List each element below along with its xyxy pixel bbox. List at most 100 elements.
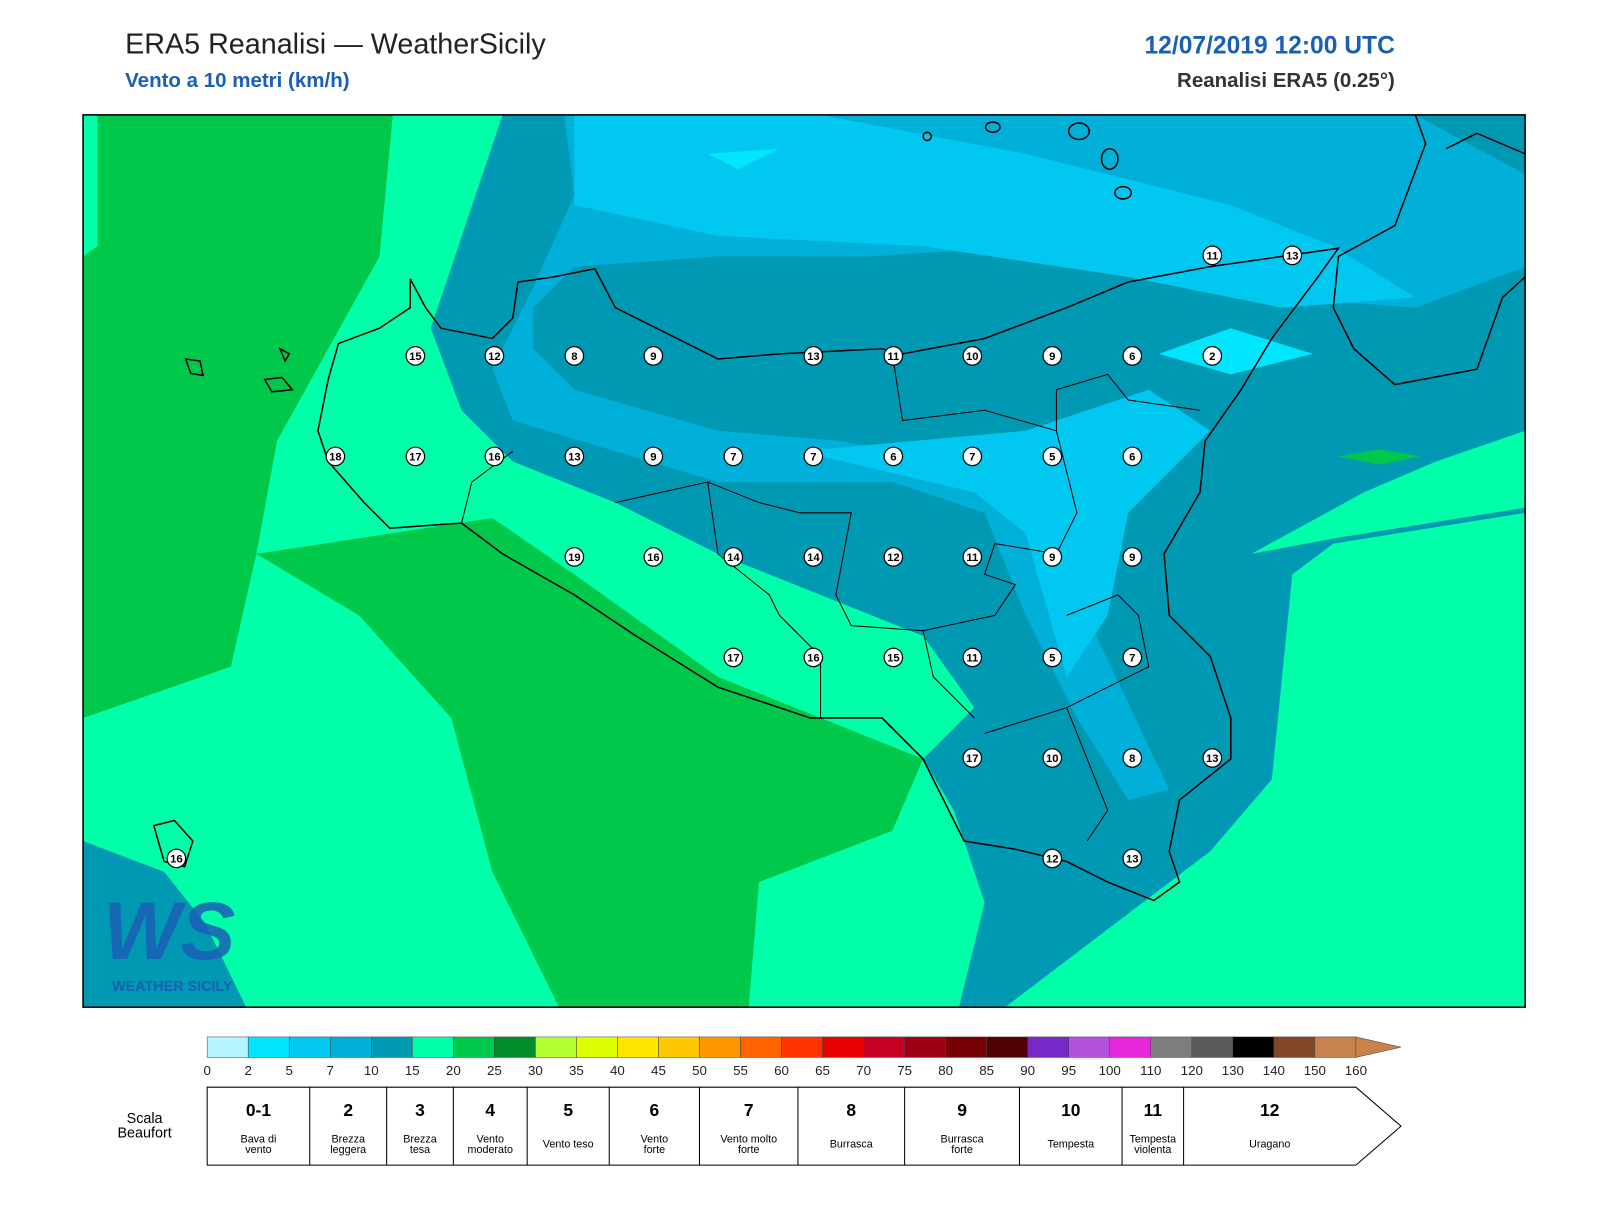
colorbar-tick-label: 160: [1345, 1063, 1367, 1078]
colorbar-tick-label: 60: [774, 1063, 789, 1078]
beaufort-description: Vento: [641, 1134, 669, 1146]
station-value: 13: [1126, 854, 1139, 866]
beaufort-description: Vento: [477, 1134, 505, 1146]
colorbar-tick-label: 40: [610, 1063, 625, 1078]
station-marker: [883, 547, 904, 567]
station-marker: [803, 346, 824, 366]
colorbar-tick-label: 150: [1304, 1063, 1326, 1078]
beaufort-description: Burrasca: [941, 1134, 984, 1146]
station-marker: [564, 547, 585, 567]
station-value: 11: [966, 552, 978, 564]
colorbar-tick-label: 120: [1181, 1063, 1203, 1078]
map-frame: [82, 114, 1526, 1008]
station-marker: [1122, 848, 1143, 869]
station-value: 12: [488, 351, 501, 363]
colorbar-tick-label: 140: [1263, 1063, 1285, 1078]
colorbar-tick-label: 65: [815, 1063, 830, 1078]
beaufort-force: 5: [563, 1100, 573, 1120]
colorbar-tick-label: 85: [979, 1063, 994, 1078]
station-marker: [1122, 547, 1143, 567]
colorbar-tick-label: 30: [528, 1063, 543, 1078]
station-value: 13: [568, 452, 581, 464]
station-value: 7: [1129, 653, 1135, 665]
station-value: 16: [647, 552, 660, 564]
map: 11 13 15 12 8 9 13 11 10 9 6 2 18 17 16 13 9 7 7 6 7 5 6 19 16 14…: [83, 114, 1526, 1008]
color-swatch: [986, 1036, 1028, 1058]
station-value: 5: [1049, 653, 1055, 665]
station-marker: [1042, 446, 1063, 467]
zone: [1251, 430, 1526, 554]
station-value: 9: [1049, 351, 1055, 363]
beaufort-description: moderato: [468, 1144, 513, 1156]
colorbar-tick-label: 75: [897, 1063, 912, 1078]
station-marker: [325, 446, 346, 467]
station-marker: [962, 346, 983, 366]
beaufort-description: forte: [738, 1144, 760, 1156]
station-value: 7: [969, 452, 975, 464]
color-swatch: [247, 1036, 290, 1058]
zone: [1158, 328, 1313, 375]
color-swatch: [781, 1036, 823, 1058]
station-marker: [1202, 346, 1223, 366]
beaufort-force: 0-1: [246, 1100, 271, 1120]
date: 12/07/2019 12:00 UTC: [1144, 32, 1395, 59]
logo-text: WS: [103, 886, 235, 977]
station-value: 2: [1209, 351, 1215, 363]
color-swatch: [1150, 1036, 1193, 1058]
color-swatch: [412, 1036, 454, 1058]
beaufort-description: tesa: [410, 1144, 430, 1156]
color-swatch: [535, 1036, 577, 1058]
station-marker: [1042, 346, 1063, 366]
beaufort-description: Brezza: [331, 1134, 364, 1146]
station-value: 19: [568, 552, 581, 564]
station-marker: [803, 547, 824, 567]
station-marker: [803, 647, 824, 668]
station-marker: [643, 346, 664, 366]
colorbar-tick-label: 2: [244, 1063, 251, 1078]
beaufort-force: 2: [343, 1100, 353, 1120]
station-value: 14: [727, 552, 740, 564]
color-swatch: [494, 1036, 536, 1058]
station-marker: [883, 647, 904, 668]
zone: [1271, 758, 1526, 1008]
color-swatch: [945, 1036, 987, 1058]
color-swatch: [1232, 1036, 1275, 1058]
station-value: 15: [887, 653, 900, 665]
station-value: 14: [807, 552, 820, 564]
zone: [707, 148, 780, 170]
station-marker: [166, 848, 187, 869]
color-swatch: [1273, 1036, 1316, 1058]
beaufort-force: 8: [846, 1100, 856, 1120]
beaufort-description: forte: [644, 1144, 666, 1156]
color-swatch: [822, 1036, 864, 1058]
zone: [1338, 449, 1421, 465]
station-marker: [883, 346, 904, 366]
station-marker: [1042, 547, 1063, 567]
color-swatch: [658, 1036, 700, 1058]
beaufort-description: Vento teso: [543, 1139, 594, 1151]
color-swatch: [904, 1036, 946, 1058]
colorbar-tick-label: 130: [1222, 1063, 1244, 1078]
beaufort-description: Tempesta: [1130, 1134, 1177, 1146]
colorbar-tick-label: 90: [1020, 1063, 1035, 1078]
station-marker: [484, 346, 505, 366]
colorbar-tick-label: 20: [446, 1063, 461, 1078]
colorbar-tick-label: 55: [733, 1063, 748, 1078]
islands: [152, 121, 1133, 868]
color-swatch: [1027, 1036, 1069, 1058]
station-marker: [1122, 647, 1143, 668]
zone: [800, 389, 1211, 677]
colorbar-tick-label: 0: [203, 1063, 210, 1078]
colorbar-tick-label: 110: [1140, 1063, 1161, 1078]
colorbar-tick-label: 7: [327, 1063, 334, 1078]
logo-caption: WEATHER SICILY: [112, 979, 233, 995]
colorbar-tick-label: 5: [286, 1063, 293, 1078]
station-marker: [1042, 647, 1063, 668]
station-marker: [1122, 446, 1143, 467]
station-value: 9: [650, 351, 656, 363]
beaufort-description: Burrasca: [830, 1139, 873, 1151]
beaufort-frame: [206, 1086, 1402, 1166]
station-value: 6: [1129, 452, 1135, 464]
station-marker: [962, 647, 983, 668]
